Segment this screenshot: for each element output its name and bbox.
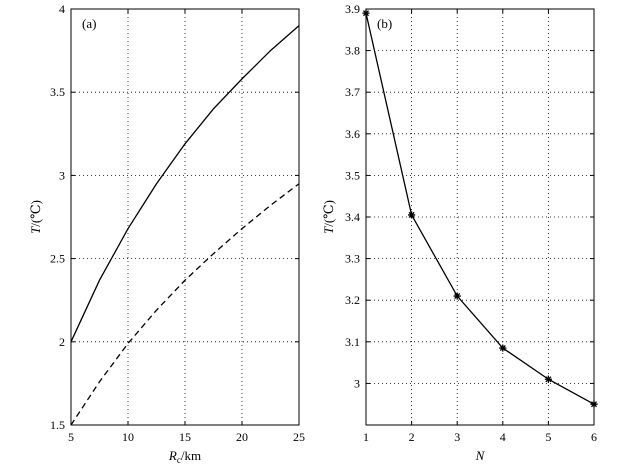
panel-a-x-tick-label: 15 — [179, 430, 191, 444]
panel-a-y-axis-label-rest: /(℃) — [28, 200, 43, 227]
panel-b-y-tick-label: 3.2 — [345, 293, 360, 307]
panel-a-x-axis-label-sub: c — [177, 455, 181, 465]
panel-a-x-axis-label: Rc/km — [168, 448, 201, 465]
panel-a-y-tick-label: 2 — [59, 335, 65, 349]
panel-b-series-1-marker — [453, 292, 461, 300]
panel-b-label: (b) — [377, 16, 392, 31]
panel-a-y-tick-label: 2.5 — [50, 252, 65, 266]
panel-a-x-tick-label: 5 — [68, 430, 74, 444]
panel-b-series-1-line — [365, 13, 595, 405]
panel-b-series-1-marker — [590, 400, 598, 408]
panel-b-x-tick-label: 1 — [363, 430, 369, 444]
panel-a-label: (a) — [82, 16, 96, 31]
panel-b-y-tick-label: 3 — [354, 376, 360, 390]
panel-a-x-tick-label: 25 — [293, 430, 305, 444]
panel-b-x-axis-label: N — [475, 448, 486, 463]
panel-a-x-axis-label-main: R — [168, 448, 177, 463]
panel-b-x-tick-label: 5 — [545, 430, 551, 444]
panel-b-series-1-marker — [408, 211, 416, 219]
panel-b-x-tick-label: 2 — [409, 430, 415, 444]
panel-a-y-tick-label: 3.5 — [50, 85, 65, 99]
panel-a-y-tick-label: 1.5 — [50, 418, 65, 432]
panel-b-x-tick-label: 3 — [454, 430, 460, 444]
panel-b-y-tick-label: 3.8 — [345, 44, 360, 58]
panel-b-y-tick-label: 3.7 — [345, 85, 360, 99]
panel-a-x-axis-label-rest: /km — [181, 448, 201, 463]
panel-b-series-1-marker — [544, 375, 552, 383]
panel-b-y-tick-label: 3.9 — [345, 2, 360, 16]
panel-a-series-2-line — [70, 183, 300, 426]
panel-b-y-tick-label: 3.3 — [345, 252, 360, 266]
panel-a-x-tick-label: 20 — [236, 430, 248, 444]
panel-b-y-tick-label: 3.5 — [345, 168, 360, 182]
panel-b-y-tick-label: 3.4 — [345, 210, 360, 224]
panel-b-frame — [365, 8, 595, 426]
panel-b-series-1-marker — [499, 344, 507, 352]
panel-a-y-axis-label-main: T — [28, 226, 43, 234]
panel-a: 5 10 15 20 25 1.5 2 2.5 3 3.5 4 Rc/km T/(℃) (a) — [28, 2, 305, 465]
panel-b-y-tick-label: 3.6 — [345, 127, 360, 141]
panel-a-y-axis-label: T/(℃) — [28, 200, 43, 234]
panel-b-series-1-marker — [362, 9, 370, 17]
panel-a-y-tick-label: 4 — [59, 2, 65, 16]
panel-a-series-1-line — [70, 25, 300, 343]
panel-a-y-tick-label: 3 — [59, 168, 65, 182]
panel-b-y-axis-label-rest: /(℃) — [321, 200, 336, 227]
panel-a-x-tick-label: 10 — [122, 430, 134, 444]
panel-b-x-tick-label: 4 — [500, 430, 506, 444]
panel-b-y-axis-label-main: T — [321, 226, 336, 234]
panel-b-y-tick-label: 3.1 — [345, 335, 360, 349]
panel-b: 1 2 3 4 5 6 3 3.1 3.2 3.3 3.4 3.5 3.6 3.7 3.8 3.9 N T/(℃)… — [321, 2, 598, 463]
panel-b-y-axis-label: T/(℃) — [321, 200, 336, 234]
panel-b-x-tick-label: 6 — [591, 430, 597, 444]
panel-b-x-axis-label-main: N — [475, 448, 486, 463]
